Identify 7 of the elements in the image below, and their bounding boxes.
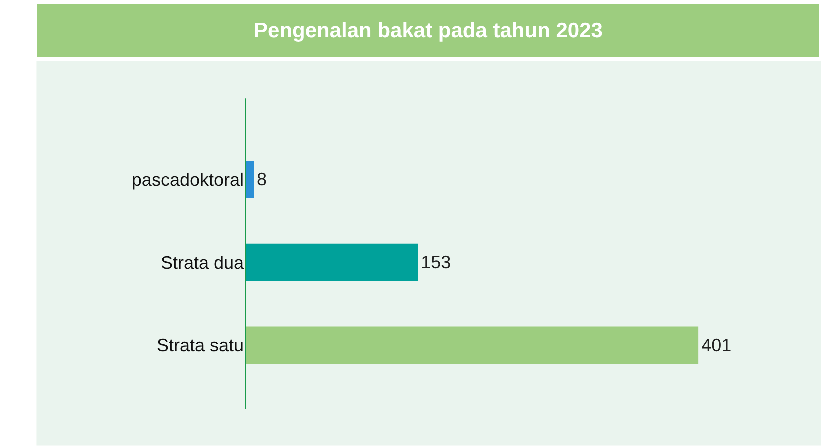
- data-label: 401: [702, 335, 732, 356]
- y-tick-label: pascadoktoral: [132, 170, 244, 190]
- y-tick-label: Strata satu: [156, 336, 244, 356]
- data-label: 153: [421, 252, 452, 273]
- data-label: 8: [257, 170, 268, 190]
- y-tick-label: Strata dua: [160, 252, 245, 273]
- chart-title: Pengenalan bakat pada tahun 2023: [254, 20, 603, 42]
